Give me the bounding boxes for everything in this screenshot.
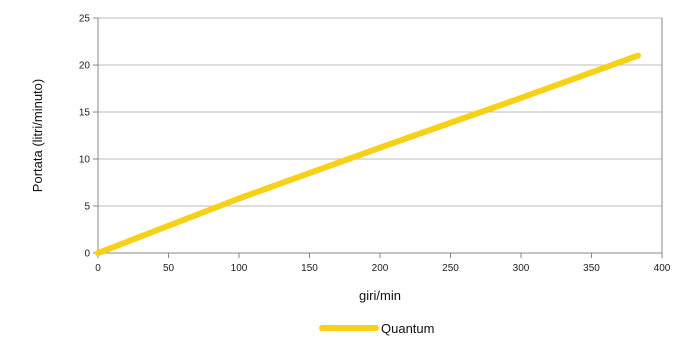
series [95, 52, 641, 256]
x-tick-label-50: 50 [163, 263, 175, 274]
legend: Quantum [319, 321, 434, 336]
x-tick-label-0: 0 [95, 263, 101, 274]
x-tick-label-100: 100 [231, 263, 248, 274]
x-tick-label-300: 300 [513, 263, 530, 274]
x-tick-label-200: 200 [372, 263, 389, 274]
x-tick-label-350: 350 [583, 263, 600, 274]
legend-label-quantum: Quantum [381, 321, 434, 336]
x-tick-label-400: 400 [654, 263, 671, 274]
y-tick-label-20: 20 [79, 61, 91, 72]
y-tick-label-15: 15 [79, 108, 91, 119]
x-tick-label-150: 150 [301, 263, 318, 274]
y-tick-label-5: 5 [84, 202, 90, 213]
series-line-quantum [95, 52, 641, 256]
y-tick-label-10: 10 [79, 155, 91, 166]
x-axis-title: giri/min [359, 288, 401, 303]
x-tick-label-250: 250 [442, 263, 459, 274]
y-tick-label-25: 25 [79, 14, 91, 25]
y-axis-title: Portata (litri/minuto) [30, 79, 45, 192]
y-tick-label-0: 0 [84, 249, 90, 260]
grid-lines [98, 17, 662, 207]
